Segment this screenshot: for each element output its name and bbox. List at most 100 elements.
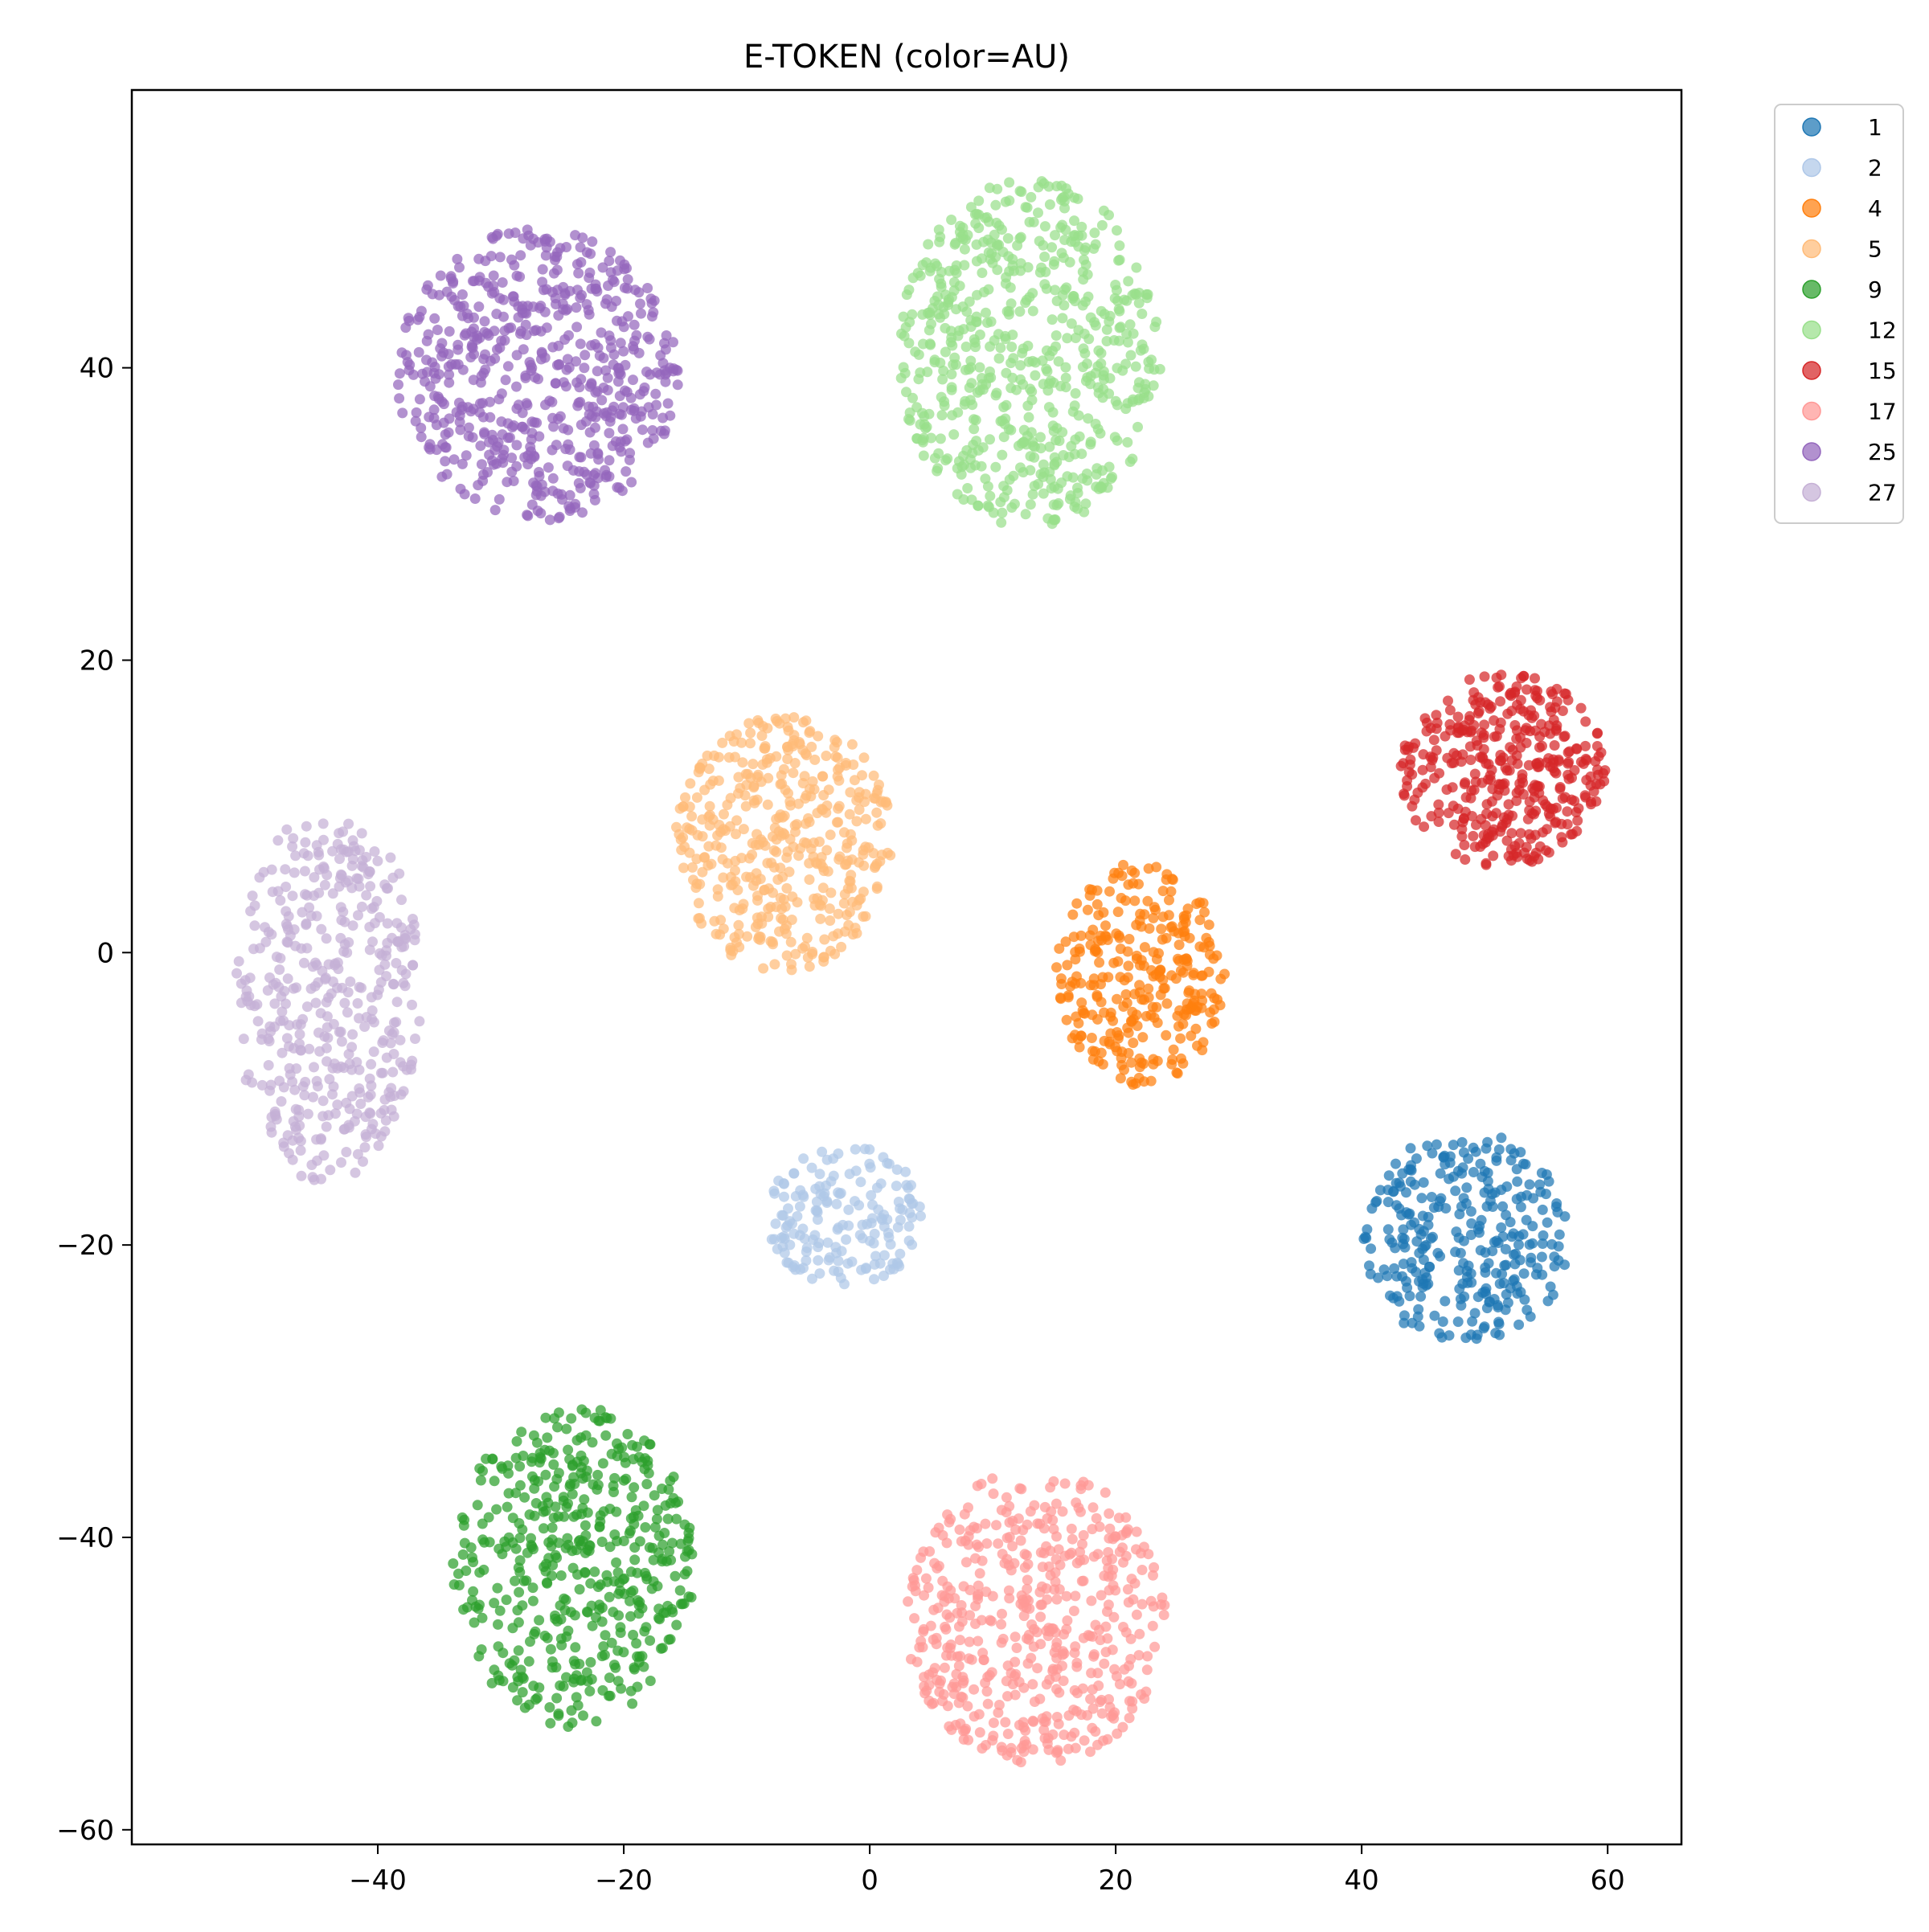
data-point xyxy=(665,410,676,421)
data-point xyxy=(1421,726,1432,737)
data-point xyxy=(1493,1316,1504,1328)
chart-title: E-TOKEN (color=AU) xyxy=(743,39,1070,76)
data-point xyxy=(568,1511,580,1522)
data-point xyxy=(1149,1012,1160,1023)
data-point xyxy=(969,414,979,425)
data-point xyxy=(342,947,353,958)
data-point xyxy=(944,294,955,305)
data-point xyxy=(988,1717,999,1729)
data-point xyxy=(776,1210,788,1221)
data-point xyxy=(1501,1210,1512,1221)
data-point xyxy=(694,878,706,890)
data-point xyxy=(368,1017,379,1028)
data-point xyxy=(1139,942,1150,953)
data-point xyxy=(1481,1143,1492,1154)
data-point xyxy=(424,381,436,392)
y-tick-label: −60 xyxy=(56,1815,114,1847)
data-point xyxy=(1394,1296,1405,1307)
data-point xyxy=(1157,934,1168,945)
data-point xyxy=(448,276,459,287)
data-point xyxy=(535,508,547,519)
data-point xyxy=(1109,1707,1120,1718)
data-point xyxy=(574,1659,585,1669)
data-point xyxy=(319,879,330,890)
data-point xyxy=(1124,1660,1134,1672)
data-point xyxy=(821,845,833,856)
data-point xyxy=(1114,254,1125,265)
data-point xyxy=(1148,1058,1159,1070)
data-point xyxy=(901,289,912,301)
data-point xyxy=(657,1643,668,1654)
data-point xyxy=(1389,1263,1400,1274)
data-point xyxy=(1172,1068,1183,1079)
data-point xyxy=(751,868,762,879)
data-point xyxy=(1545,803,1556,814)
data-point xyxy=(981,307,991,318)
data-point xyxy=(711,928,722,939)
data-point xyxy=(1104,886,1115,897)
data-point xyxy=(651,1513,662,1525)
data-point xyxy=(461,450,472,461)
data-point xyxy=(1190,1005,1200,1016)
data-point xyxy=(865,1162,876,1173)
data-point xyxy=(1053,1544,1064,1555)
data-point xyxy=(699,852,711,863)
data-point xyxy=(367,936,378,948)
data-point xyxy=(592,1484,603,1495)
data-point xyxy=(475,398,485,409)
data-point xyxy=(1542,1217,1553,1228)
data-point xyxy=(1051,435,1062,446)
data-point xyxy=(584,267,596,278)
data-point xyxy=(1087,1684,1098,1695)
data-point xyxy=(1580,740,1591,751)
data-point xyxy=(1122,398,1133,409)
data-point xyxy=(479,427,489,438)
data-point xyxy=(1541,1169,1552,1180)
data-point xyxy=(540,1566,551,1577)
data-point xyxy=(731,729,742,740)
data-point xyxy=(300,837,311,848)
data-point xyxy=(423,329,434,340)
data-point xyxy=(319,1031,330,1042)
data-point xyxy=(597,262,608,273)
data-point xyxy=(854,1230,866,1241)
data-point xyxy=(568,1673,580,1684)
data-point xyxy=(959,260,970,271)
data-point xyxy=(978,1654,989,1665)
data-point xyxy=(540,250,551,261)
data-point xyxy=(801,1255,812,1266)
data-point xyxy=(1433,799,1444,810)
data-point xyxy=(648,1576,659,1587)
data-point xyxy=(844,907,855,918)
data-point xyxy=(1131,262,1142,273)
data-point xyxy=(1391,1200,1402,1211)
data-point xyxy=(1448,757,1460,768)
data-point xyxy=(1528,1193,1539,1204)
data-point xyxy=(575,1540,587,1550)
data-point xyxy=(723,752,735,763)
data-point xyxy=(1164,894,1174,906)
data-point xyxy=(1016,438,1027,449)
data-point xyxy=(238,1034,249,1045)
data-point xyxy=(356,861,367,872)
data-point xyxy=(548,1459,559,1470)
data-point xyxy=(977,253,987,264)
data-point xyxy=(599,1649,610,1660)
data-point xyxy=(1115,321,1126,333)
data-point xyxy=(1382,1224,1394,1235)
data-point xyxy=(686,825,698,836)
data-point xyxy=(270,977,281,989)
data-point xyxy=(662,398,674,409)
data-point xyxy=(810,1205,821,1216)
data-point xyxy=(272,835,284,846)
data-point xyxy=(553,1708,564,1719)
data-point xyxy=(497,277,508,288)
data-point xyxy=(1036,1581,1047,1592)
data-point xyxy=(382,918,393,929)
data-point xyxy=(596,1616,608,1627)
data-point xyxy=(1472,708,1484,718)
data-point xyxy=(398,977,409,989)
data-point xyxy=(1107,472,1118,482)
data-point xyxy=(1145,1075,1157,1087)
data-point xyxy=(615,338,626,349)
